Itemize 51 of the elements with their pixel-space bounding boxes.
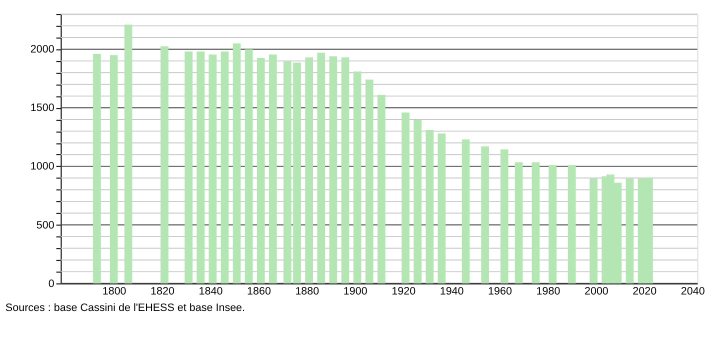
bar — [196, 52, 205, 284]
bar — [124, 24, 132, 284]
x-tick-label: 1920 — [392, 286, 416, 298]
bar — [160, 46, 168, 284]
bar — [462, 139, 470, 284]
bar — [438, 134, 446, 284]
bar — [184, 52, 192, 284]
x-tick-label: 1940 — [440, 286, 464, 298]
y-tick-label: 1500 — [30, 102, 54, 114]
bar — [353, 71, 362, 284]
bar — [514, 162, 523, 284]
y-tick-label: 2000 — [30, 44, 54, 56]
bar — [244, 49, 253, 284]
x-tick-label: 1840 — [198, 286, 223, 298]
y-tick-label: 1000 — [30, 160, 54, 173]
bar — [232, 43, 241, 284]
bar — [548, 165, 556, 284]
bar — [110, 55, 118, 284]
bar — [220, 52, 229, 284]
bar — [329, 56, 338, 284]
x-tick-label: 1900 — [343, 286, 368, 298]
source-note: Sources : base Cassini de l'EHESS et base Insee. — [5, 302, 246, 314]
bar — [93, 54, 101, 284]
x-tick-label: 1860 — [246, 286, 271, 298]
bar — [532, 162, 540, 284]
x-tick-label: 1880 — [295, 286, 320, 298]
bar — [414, 120, 422, 284]
bar — [500, 149, 508, 284]
x-tick-label: 2040 — [680, 286, 705, 298]
y-tick-label: 0 — [48, 278, 54, 290]
x-tick-label: 2000 — [584, 286, 608, 298]
x-tick-label: 1800 — [102, 286, 126, 298]
x-tick-label: 1980 — [536, 286, 560, 298]
bar — [568, 165, 576, 284]
bar — [481, 146, 489, 284]
bar — [402, 112, 410, 284]
bar — [590, 178, 598, 284]
bar — [365, 80, 374, 284]
bar — [626, 178, 634, 284]
bar — [426, 130, 434, 284]
bar — [377, 94, 386, 284]
y-tick-label: 500 — [36, 219, 54, 232]
bar — [341, 57, 350, 284]
bar — [269, 54, 277, 284]
x-tick-label: 1820 — [150, 286, 175, 298]
bar — [208, 54, 217, 284]
x-tick-label: 2020 — [632, 286, 657, 298]
bar — [305, 57, 314, 284]
x-tick-label: 1960 — [488, 286, 512, 298]
bar — [256, 58, 265, 284]
bar — [317, 52, 326, 284]
